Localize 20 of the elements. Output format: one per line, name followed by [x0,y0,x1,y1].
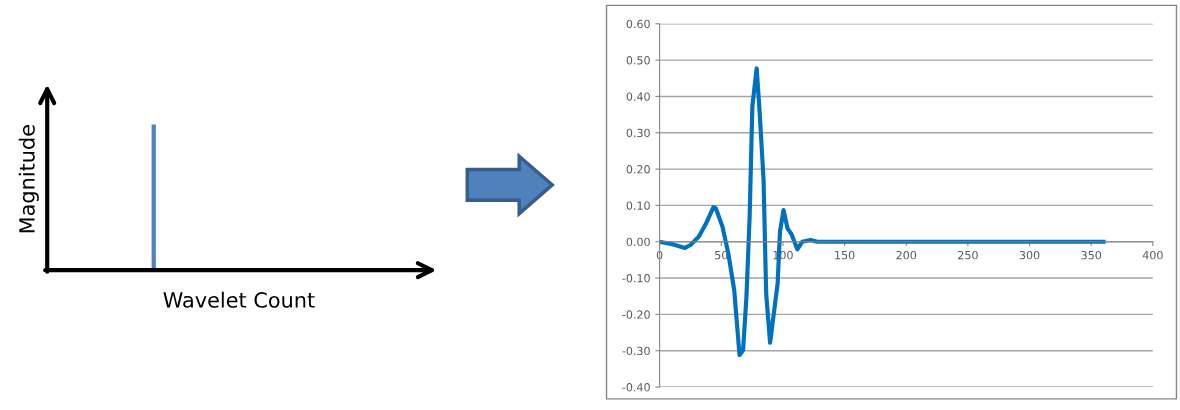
line-series [659,66,1106,358]
x-tick-label: 200 [896,250,917,260]
y-tick-label: 0.50 [626,56,650,65]
y-tick-label: 0.40 [626,92,650,101]
x-tick-label: 300 [1019,250,1040,260]
y-tick-label: -0.10 [622,274,650,283]
y-tick-label: 0.00 [626,237,650,247]
y-tick-label: -0.20 [622,310,650,319]
y-tick-label: 0.20 [626,165,650,174]
y-tick-label: -0.30 [622,346,650,356]
x-tick-label: 150 [835,250,855,260]
x-tick-label: 350 [1081,250,1102,260]
x-tick-label: 250 [958,250,978,260]
y-tick-label: 0.30 [626,128,650,138]
x-axis-title: Wavelet Count [163,291,315,308]
y-tick-label: -0.40 [622,383,650,392]
x-tick-label: 400 [1142,250,1163,260]
y-axis-title: Magnitude [18,125,39,233]
y-tick-label: 0.60 [626,19,650,29]
y-tick-label: 0.10 [626,201,650,210]
